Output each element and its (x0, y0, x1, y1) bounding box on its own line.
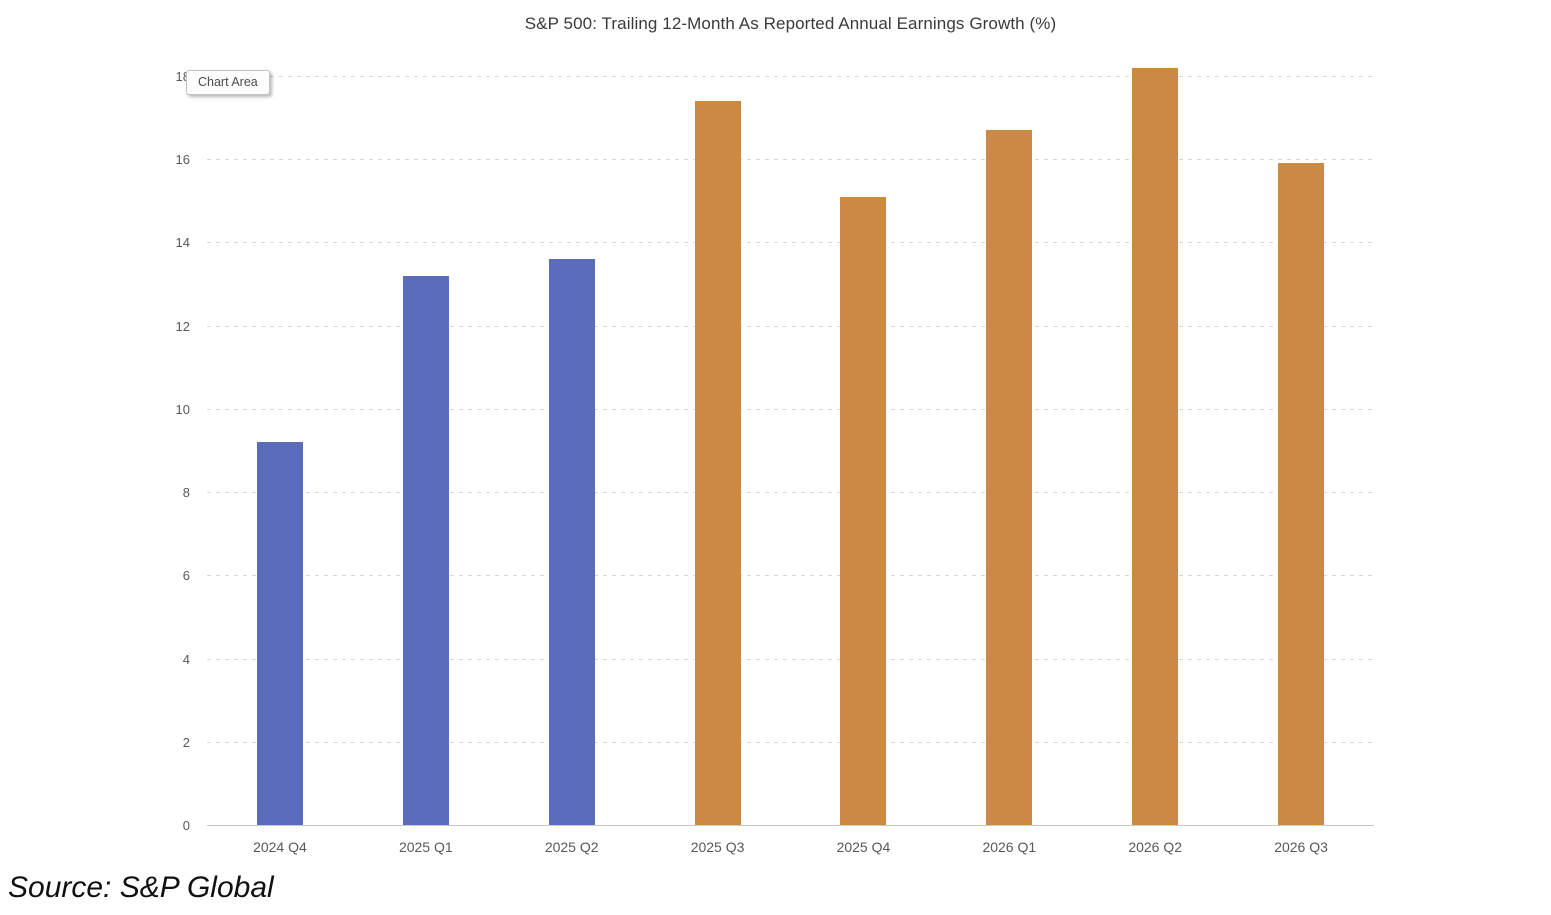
y-axis-tick-label: 6 (182, 568, 190, 584)
y-axis-tick-label: 2 (182, 734, 190, 750)
bar-2024-q4[interactable] (256, 442, 303, 825)
x-axis-category-label: 2025 Q1 (398, 839, 453, 855)
bar-2025-q3[interactable] (694, 100, 741, 825)
bar-2025-q2[interactable] (548, 259, 595, 825)
x-axis-category-label: 2026 Q1 (982, 839, 1037, 855)
y-axis-tick-label: 4 (182, 651, 190, 667)
x-axis-category-label: 2026 Q2 (1128, 839, 1183, 855)
gridline-10 (207, 408, 1374, 410)
gridline-18 (207, 76, 1374, 77)
x-axis-category-label: 2025 Q4 (836, 839, 891, 855)
gridline-14 (207, 242, 1374, 244)
gridline-12 (207, 325, 1374, 327)
gridline-2 (207, 741, 1374, 743)
bar-2025-q1[interactable] (402, 275, 449, 825)
y-axis-tick-label: 12 (175, 318, 190, 334)
bar-2025-q4[interactable] (840, 196, 887, 825)
gridline-16 (207, 159, 1374, 161)
x-axis-category-label: 2024 Q4 (253, 839, 307, 855)
chart-title: S&P 500: Trailing 12-Month As Reported A… (524, 14, 1057, 33)
x-axis: 2024 Q4 2025 Q1 2025 Q2 2025 Q3 2025 Q4 2026 … (207, 839, 1374, 857)
x-axis-category-label: 2026 Q3 (1274, 839, 1328, 855)
gridline-8 (207, 492, 1374, 494)
gridline-6 (207, 575, 1374, 577)
chart-area-tooltip: Chart Area (186, 70, 270, 95)
y-axis-tick-label: 14 (175, 235, 190, 251)
y-axis-tick-label: 0 (182, 818, 190, 833)
gridline-4 (207, 658, 1374, 660)
y-axis-tick-label: 8 (182, 485, 190, 501)
y-axis-tick-label: 10 (175, 401, 190, 417)
source-attribution: Source: S&P Global (8, 871, 274, 904)
x-axis-category-label: 2025 Q2 (544, 839, 599, 855)
bar-2026-q3[interactable] (1278, 163, 1325, 825)
bar-2026-q2[interactable] (1132, 67, 1179, 825)
x-axis-category-label: 2025 Q3 (690, 839, 745, 855)
y-axis: 0 2 4 6 8 10 12 14 16 18 (0, 69, 190, 833)
bar-2026-q1[interactable] (986, 130, 1033, 825)
plot-area[interactable] (207, 67, 1374, 826)
y-axis-tick-label: 16 (175, 152, 190, 168)
